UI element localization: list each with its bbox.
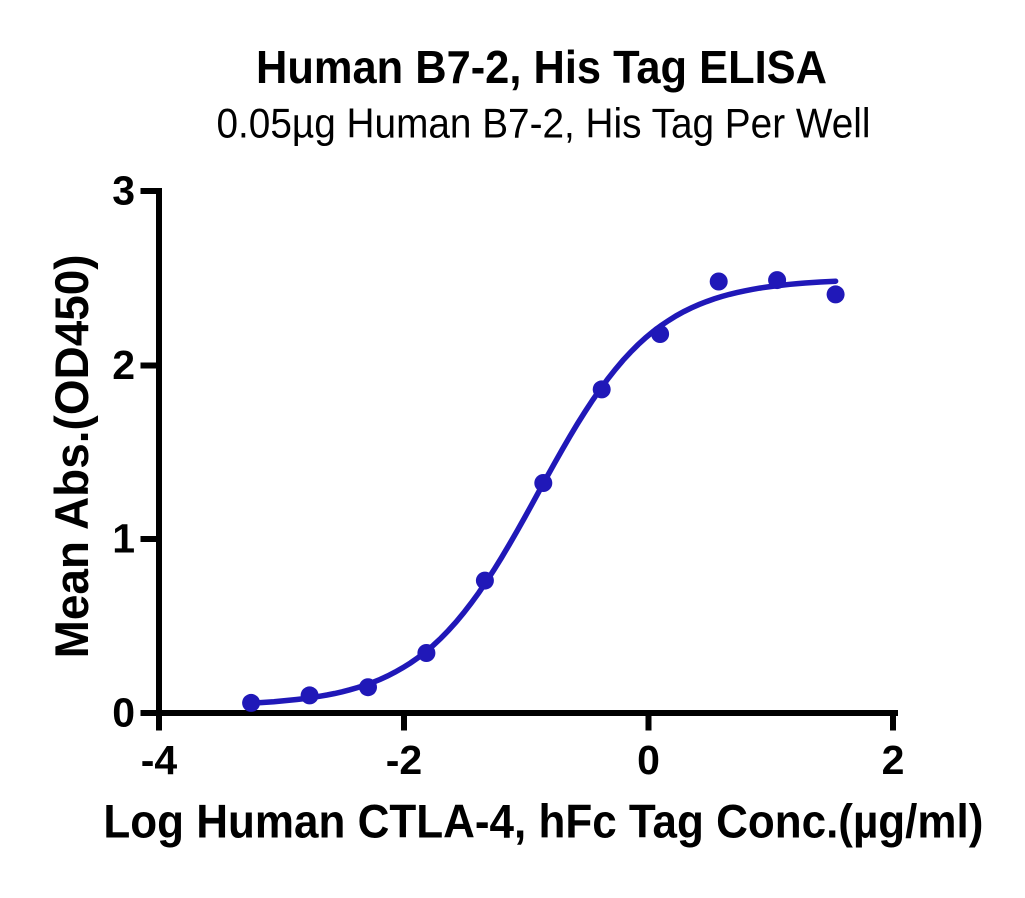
svg-text:0: 0 bbox=[637, 737, 660, 783]
svg-text:2: 2 bbox=[882, 737, 905, 783]
svg-text:0.05µg Human B7-2, His Tag Per: 0.05µg Human B7-2, His Tag Per Well bbox=[217, 100, 871, 147]
svg-text:-2: -2 bbox=[386, 737, 422, 783]
svg-text:Log Human CTLA-4, hFc Tag Conc: Log Human CTLA-4, hFc Tag Conc.(µg/ml) bbox=[103, 795, 983, 848]
svg-text:1: 1 bbox=[112, 516, 135, 562]
svg-text:0: 0 bbox=[112, 690, 135, 736]
svg-text:-4: -4 bbox=[141, 737, 178, 783]
svg-text:Human B7-2, His Tag ELISA: Human B7-2, His Tag ELISA bbox=[256, 41, 827, 93]
svg-text:2: 2 bbox=[112, 342, 135, 388]
svg-text:3: 3 bbox=[112, 168, 135, 214]
svg-text:Mean Abs.(OD450): Mean Abs.(OD450) bbox=[45, 254, 98, 658]
